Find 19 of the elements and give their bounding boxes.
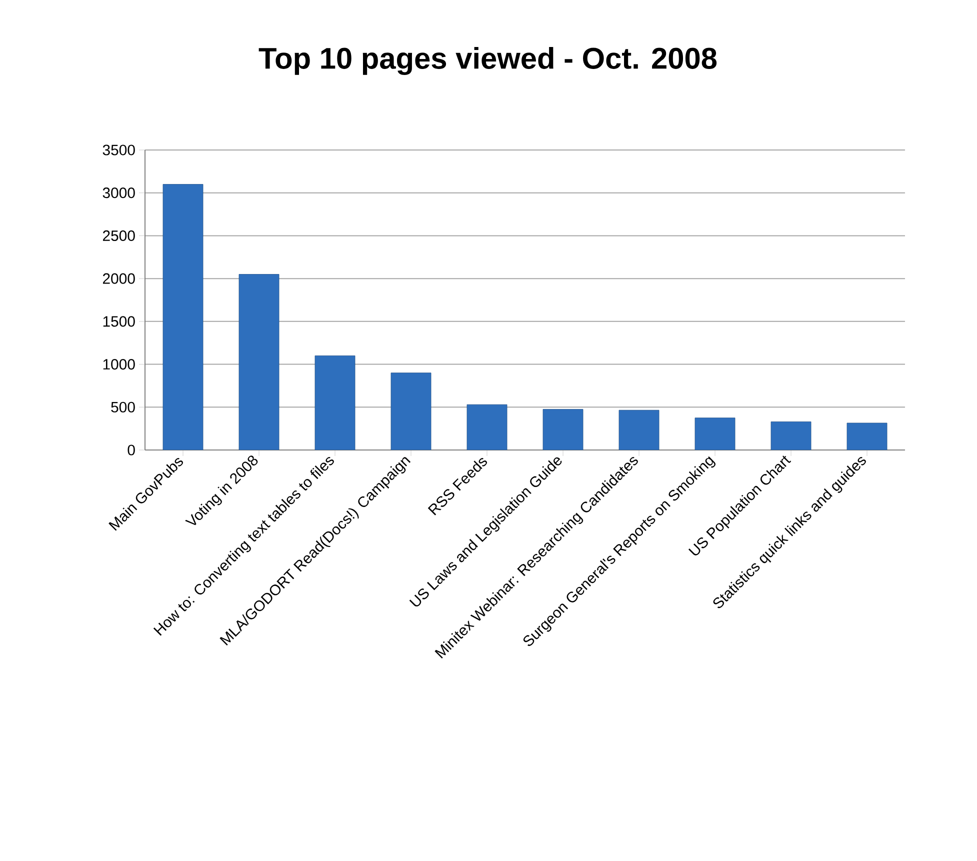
y-tick-label: 3000 [102,188,135,198]
y-tick-label: 1000 [103,358,135,370]
y-tick-label: 1500 [103,316,135,327]
bar [162,184,204,450]
bar [694,418,736,450]
chart-title: Top 10 pages viewed - Oct. 2008 [258,46,717,75]
bar [770,422,812,450]
y-tick-label: 2000 [102,273,135,284]
y-tick-label: 0 [128,444,135,456]
bar [238,274,280,450]
bar [314,356,356,450]
bar [466,404,508,450]
y-tick-label: 500 [111,402,135,412]
bar [542,409,584,450]
y-tick-label: 3500 [102,144,135,156]
bar [390,372,432,450]
y-tick-label: 2500 [102,230,135,241]
bar [618,410,660,450]
bar [846,422,888,450]
